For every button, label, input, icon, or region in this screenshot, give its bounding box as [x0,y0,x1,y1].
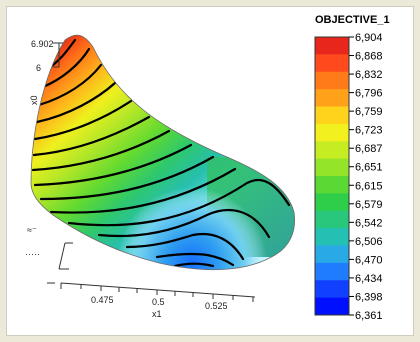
legend-swatch [315,280,349,299]
legend-swatch [315,123,349,142]
x-axis [60,282,256,302]
legend-level-label: 6,904 [355,32,383,44]
surface-plot: 6.902 6 x0 ≈⁻ ····· [25,14,390,322]
legend-level-label: 6,615 [355,180,383,192]
legend-level-label: 6,398 [355,291,383,303]
legend-swatch [315,106,349,125]
z-tick-label-2: 6 [36,63,41,73]
legend: 6,904 6,868 6,832 6,796 6,759 6,723 6,687 6,651… [314,32,383,322]
legend-level-label: 6,759 [355,106,383,118]
y-tick-label-2: ····· [25,249,40,259]
legend-swatch [315,210,349,229]
legend-swatch [315,193,349,212]
legend-level-label: 6,832 [355,69,383,81]
legend-border [314,36,350,316]
legend-level-label: 6,723 [355,125,383,137]
legend-swatch [315,245,349,264]
legend-level-label: 6,868 [355,51,383,63]
z-axis [53,42,63,68]
z-tick-label-top: 6.902 [31,39,54,49]
legend-swatch [315,228,349,246]
legend-level-label: 6,470 [355,254,383,266]
legend-swatch [315,297,349,316]
legend-level-label: 6,687 [355,143,383,155]
legend-level-label: 6,506 [355,236,383,248]
legend-level-label: 6,579 [355,199,383,211]
legend-swatch [315,37,349,55]
x-tick-label-1: 0.475 [91,295,114,305]
legend-level-label: 6,434 [355,273,383,285]
x-axis-label: x1 [152,309,162,319]
z-axis-label: x0 [29,95,39,105]
plot-panel: 6.902 6 x0 ≈⁻ ····· [6,6,414,336]
legend-level-label: 6,651 [355,162,383,174]
legend-swatch [315,262,349,281]
x-tick-label-2: 0.5 [152,297,165,307]
legend-level-label: 6,796 [355,88,383,100]
legend-swatch [315,89,349,107]
y-tick-label-1: ≈⁻ [27,225,37,235]
x-tick-label-3: 0.525 [205,301,228,311]
legend-swatch [315,54,349,73]
legend-swatch [315,141,349,160]
y-axis [47,242,73,284]
legend-swatch [315,71,349,90]
legend-swatch [315,158,349,177]
legend-swatch [315,176,349,194]
legend-level-label: 6,542 [355,217,383,229]
legend-title: OBJECTIVE_1 [315,14,390,26]
surface-outline [30,34,296,271]
contour-lines [31,38,291,268]
legend-level-label: 6,361 [355,310,383,322]
